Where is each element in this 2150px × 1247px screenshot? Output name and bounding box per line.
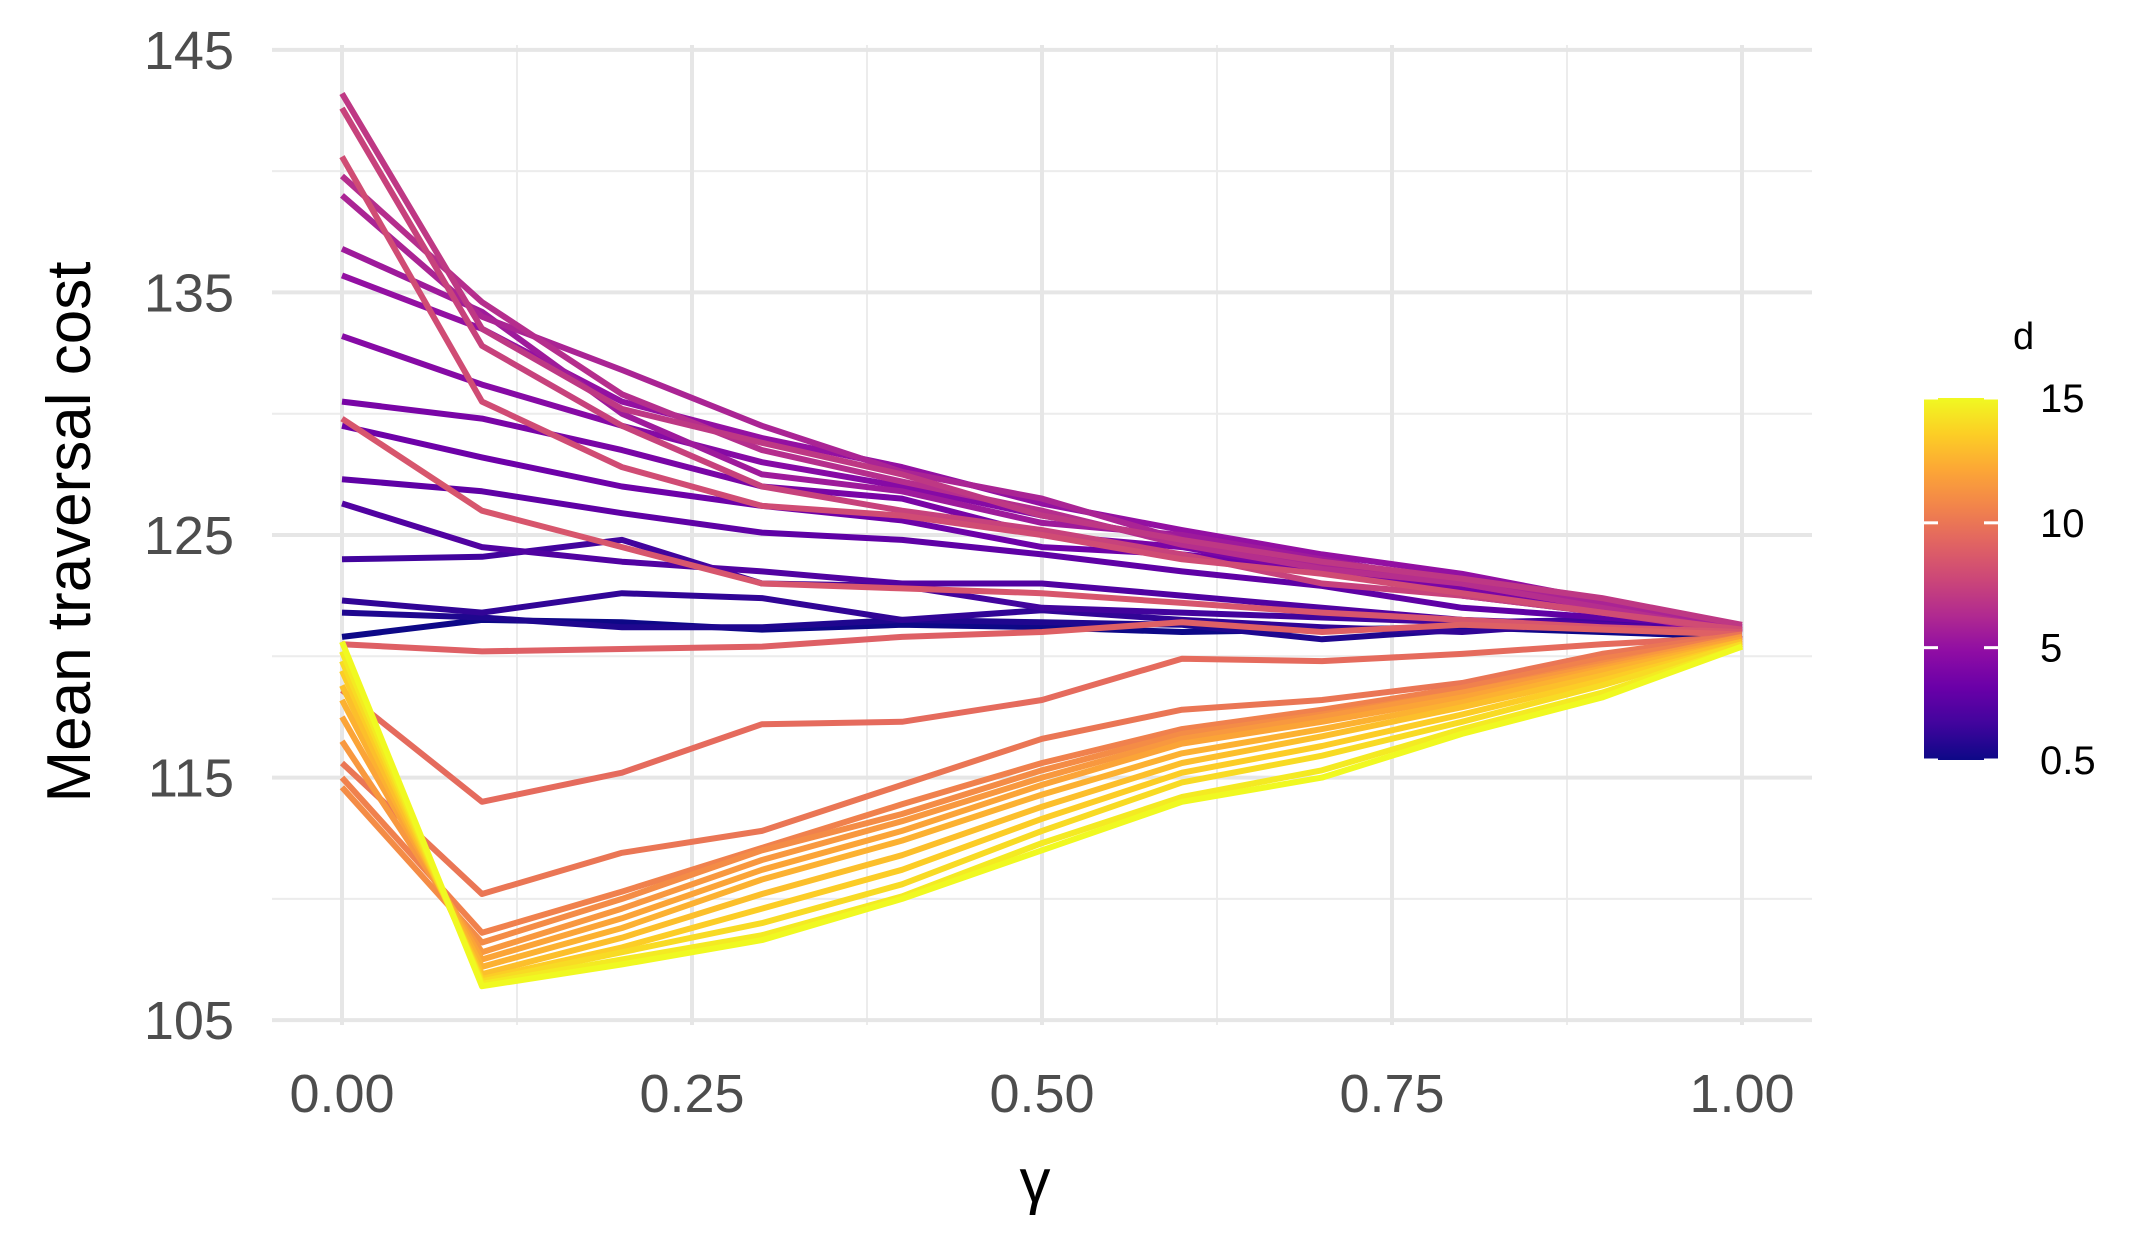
series-line-d-10.5 xyxy=(339,633,1743,936)
series-line-d-8.5 xyxy=(340,416,1743,635)
colorbar-tick-label: 10 xyxy=(2040,502,2085,546)
series-line-d-8 xyxy=(339,155,1743,633)
colorbar-legend: d 0.5 5 10 15 xyxy=(1924,316,2096,783)
x-tick-label: 0.00 xyxy=(289,1064,394,1124)
series-line-d-7 xyxy=(339,91,1743,628)
y-tick-label: 145 xyxy=(144,21,234,81)
x-tick-label: 0.25 xyxy=(639,1064,744,1124)
series-line-d-14.5 xyxy=(339,643,1743,987)
series-line-d-13 xyxy=(339,638,1743,978)
grid xyxy=(272,45,1812,1025)
colorbar-tick-label: 15 xyxy=(2040,377,2085,421)
colorbar-tick-label: 0.5 xyxy=(2040,739,2096,783)
colorbar-ticks: 0.5 5 10 15 xyxy=(1924,377,2096,783)
series-line-d-9 xyxy=(341,619,1743,655)
series-line-d-14 xyxy=(339,641,1743,985)
axes: 0.00 0.25 0.50 0.75 1.00 105 115 125 135 145 xyxy=(144,21,1795,1124)
series-lines xyxy=(339,91,1744,990)
series-line-d-9.5 xyxy=(340,633,1743,805)
legend-title: d xyxy=(2013,316,2034,358)
colorbar xyxy=(1924,398,1998,760)
y-tick-label: 115 xyxy=(148,749,234,809)
y-tick-label: 135 xyxy=(144,263,234,323)
series-line-d-11.5 xyxy=(339,633,1743,956)
colorbar-tick-label: 5 xyxy=(2040,627,2062,671)
series-line-d-12.5 xyxy=(339,638,1743,970)
x-tick-label: 0.50 xyxy=(989,1064,1094,1124)
x-tick-label: 0.75 xyxy=(1339,1064,1444,1124)
y-tick-label: 105 xyxy=(144,991,234,1051)
y-axis-title: Mean traversal cost xyxy=(35,262,104,803)
series-line-d-15 xyxy=(339,640,1744,990)
y-tick-label: 125 xyxy=(144,506,234,566)
series-line-d-10 xyxy=(339,631,1743,897)
series-line-d-12 xyxy=(339,636,1743,963)
series-line-d-13.5 xyxy=(339,641,1743,982)
series-line-d-3 xyxy=(341,476,1743,631)
series-line-d-6.5 xyxy=(339,173,1743,635)
x-tick-label: 1.00 xyxy=(1689,1064,1794,1124)
x-axis-title: γ xyxy=(1020,1147,1051,1216)
